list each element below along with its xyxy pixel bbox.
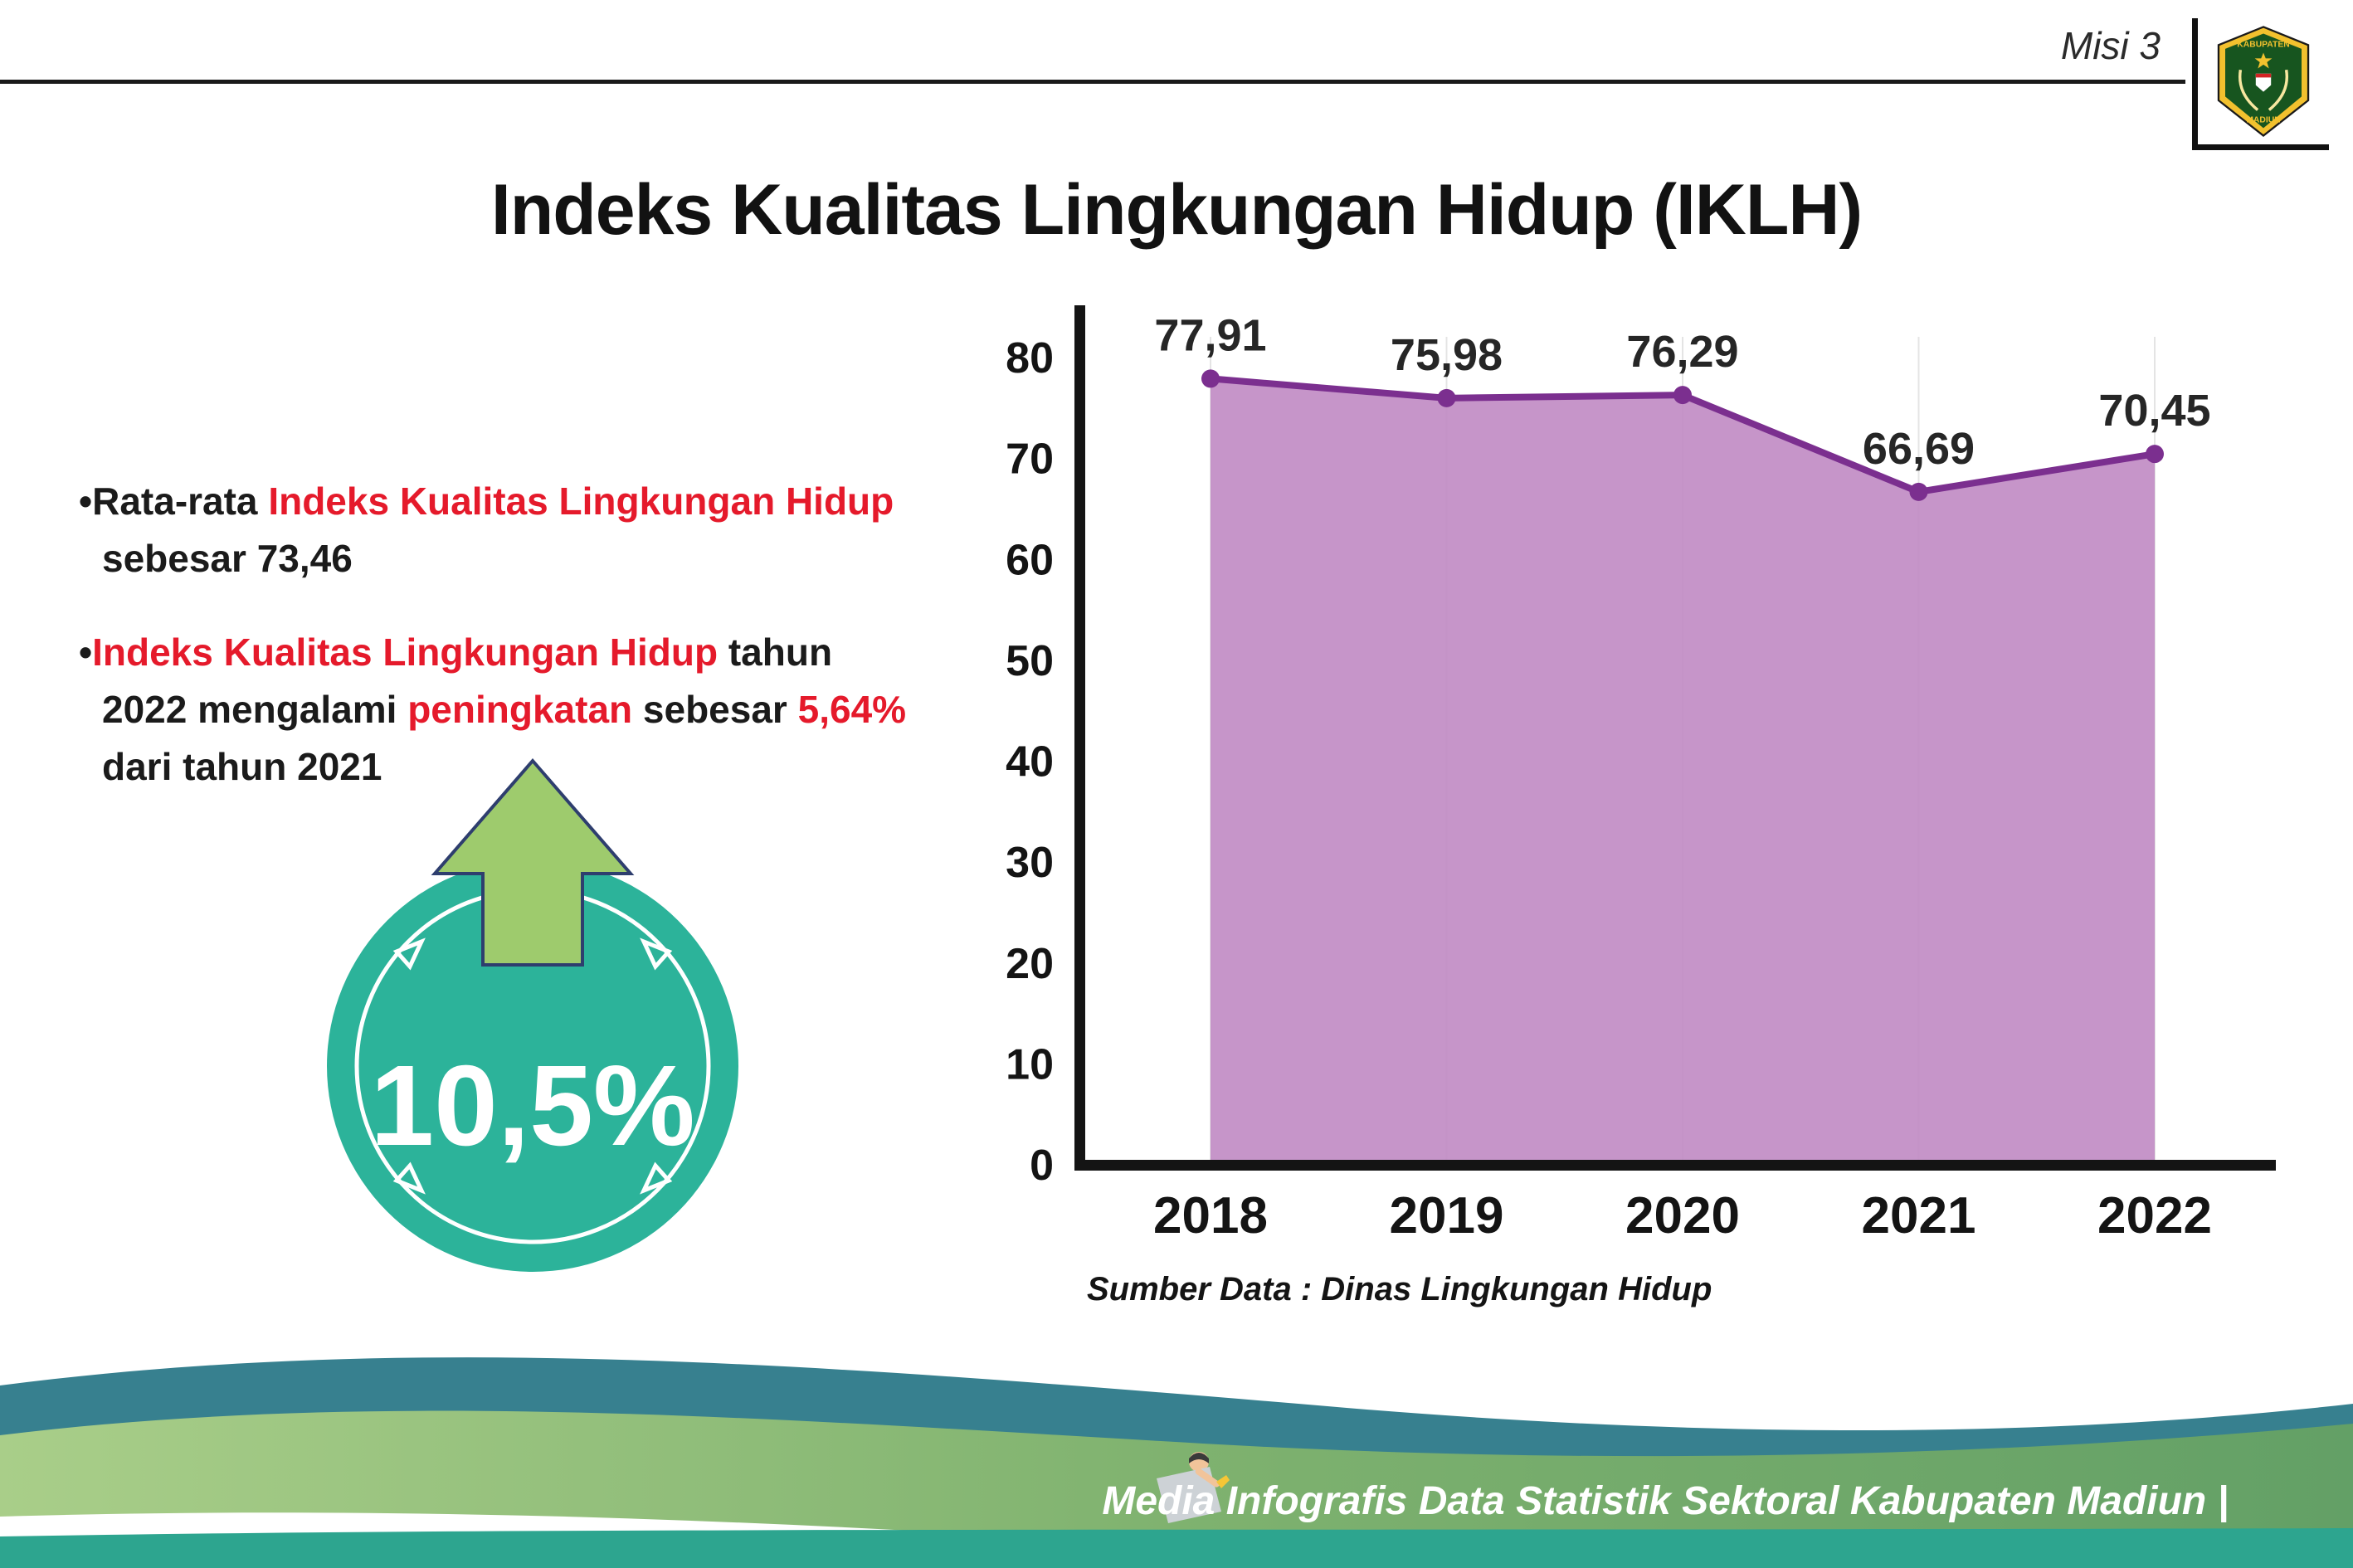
x-tick-label: 2020 xyxy=(1625,1187,1740,1244)
value-label: 66,69 xyxy=(1863,424,1975,474)
value-label: 77,91 xyxy=(1154,310,1266,360)
data-point xyxy=(1909,482,1928,501)
area-fill xyxy=(1211,378,2155,1165)
badge-value: 10,5% xyxy=(370,1042,694,1170)
logo-star-icon xyxy=(2254,52,2273,69)
value-label: 70,45 xyxy=(2098,386,2210,436)
bullet-marker: • xyxy=(79,631,93,674)
bullet-text-segment: Rata-rata xyxy=(92,480,269,523)
data-point xyxy=(1437,388,1456,407)
header-divider xyxy=(0,80,2185,84)
logo-inner-shield-stripe xyxy=(2255,73,2272,78)
badge-ring-ticks xyxy=(392,937,673,1195)
bullet-item: •Rata-rata Indeks Kualitas Lingkungan Hi… xyxy=(79,473,925,587)
bullet-text-segment: 5,64% xyxy=(797,688,907,731)
source-note: Sumber Data : Dinas Lingkungan Hidup xyxy=(1087,1271,1712,1307)
x-axis xyxy=(1074,1160,2276,1171)
y-tick-label: 70 xyxy=(1006,436,1054,484)
x-tick-label: 2021 xyxy=(1862,1187,1976,1244)
iklh-area-chart: 0 10 20 30 40 50 60 70 80 2018 2019 2020 2021 2022 77,… xyxy=(1006,305,2276,1244)
y-tick-label: 80 xyxy=(1006,334,1054,382)
up-arrow-icon xyxy=(431,757,635,967)
ring-tick-icon xyxy=(640,937,673,971)
x-tick-label: 2019 xyxy=(1390,1187,1504,1244)
logo-bottom-text: MADIUN xyxy=(2246,115,2280,124)
bullet-text-segment: Indeks Kualitas Lingkungan Hidup xyxy=(268,480,894,523)
footer-credit: Media Infografis Data Statistik Sektoral… xyxy=(1102,1479,2229,1523)
data-point xyxy=(1201,369,1220,388)
bullet-item: •Indeks Kualitas Lingkungan Hidup tahun … xyxy=(79,624,925,796)
x-tick-label: 2022 xyxy=(2097,1187,2212,1244)
badge-circle xyxy=(327,860,738,1272)
mascot-icon xyxy=(1157,1452,1230,1523)
y-tick-label: 60 xyxy=(1006,536,1054,584)
bullet-text-segment: Indeks Kualitas Lingkungan Hidup xyxy=(92,631,719,674)
y-tick-label: 40 xyxy=(1006,738,1054,786)
y-tick-label: 50 xyxy=(1006,637,1054,685)
bullet-text-segment: tahun 2022 mengalami xyxy=(102,631,833,731)
y-tick-label: 30 xyxy=(1006,839,1054,887)
mascot-hair xyxy=(1189,1453,1209,1463)
ring-tick-icon xyxy=(392,1161,426,1195)
misi-label: Misi 3 xyxy=(2060,24,2161,67)
kabupaten-madiun-logo: KABUPATEN MADIUN xyxy=(2217,26,2310,138)
logo-frame: KABUPATEN MADIUN xyxy=(2192,18,2329,150)
bullet-text-segment: sebesar xyxy=(632,688,798,731)
bullet-marker: • xyxy=(79,480,93,523)
value-label: 76,29 xyxy=(1626,327,1738,377)
bullet-text-segment: peningkatan xyxy=(407,688,633,731)
logo-left-leaf xyxy=(2238,69,2259,111)
ring-tick-icon xyxy=(640,1161,673,1195)
y-tick-label: 10 xyxy=(1006,1040,1054,1088)
ring-tick-icon xyxy=(392,937,426,971)
logo-right-leaf xyxy=(2268,69,2289,111)
bullet-list: •Rata-rata Indeks Kualitas Lingkungan Hi… xyxy=(79,473,925,832)
mascot-arm xyxy=(1195,1468,1220,1488)
x-tick-label: 2018 xyxy=(1153,1187,1268,1244)
page-title: Indeks Kualitas Lingkungan Hidup (IKLH) xyxy=(490,169,1863,250)
increase-badge: 10,5% xyxy=(327,757,738,1272)
mascot-board xyxy=(1157,1467,1221,1523)
data-point xyxy=(2146,445,2164,464)
mascot-pencil-icon xyxy=(1216,1475,1230,1488)
logo-inner-shield xyxy=(2255,73,2272,92)
value-label: 75,98 xyxy=(1391,330,1503,380)
footer-waves xyxy=(0,1357,2353,1568)
y-tick-label: 0 xyxy=(1030,1142,1054,1190)
logo-top-text: KABUPATEN xyxy=(2237,41,2289,50)
y-axis xyxy=(1074,305,1085,1170)
bullet-text-segment: sebesar 73,46 xyxy=(102,537,353,580)
bottom-strip xyxy=(0,1528,2353,1568)
data-point xyxy=(1673,386,1692,405)
bullet-text-segment: dari tahun 2021 xyxy=(102,745,382,788)
y-tick-label: 20 xyxy=(1006,940,1054,988)
